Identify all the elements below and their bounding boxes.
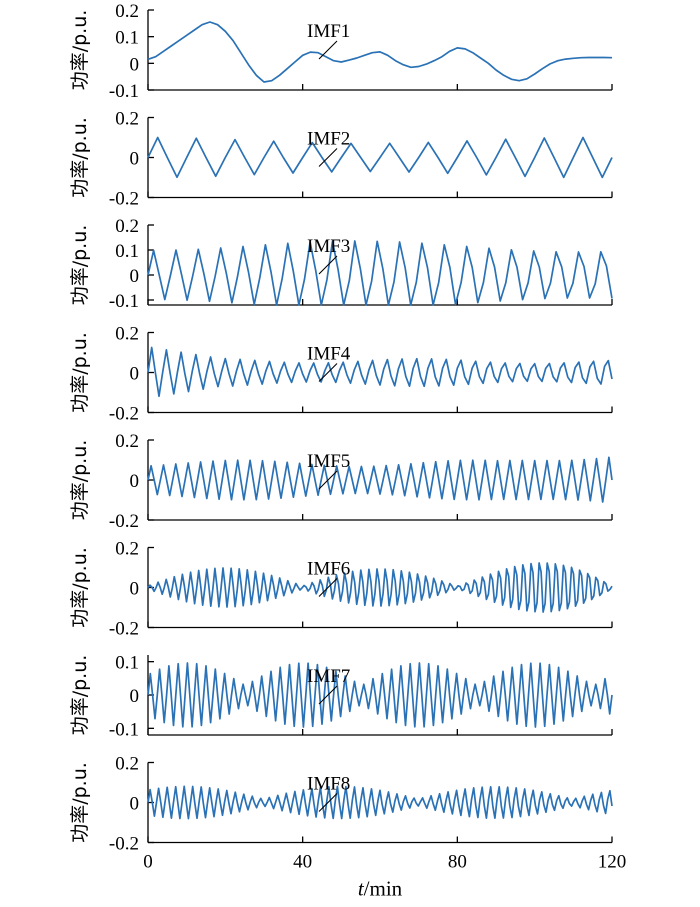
y-axis-label: 功率/p.u. xyxy=(69,225,91,306)
label-pointer-line xyxy=(318,40,338,60)
panel-imf7: 0.1 0 -0.1 功率/p.u. IMF7 xyxy=(69,653,613,740)
x-tick-label: 40 xyxy=(293,852,312,873)
y-tick-label: 0.2 xyxy=(115,431,139,452)
y-tick-label: 0 xyxy=(130,364,140,385)
series-label: IMF4 xyxy=(307,344,351,365)
y-tick-label: 0.1 xyxy=(115,28,139,49)
y-tick-label: 0.2 xyxy=(115,109,139,130)
series-label: IMF1 xyxy=(307,21,350,42)
panel-imf2: 0.2 0 -0.2 功率/p.u. IMF2 xyxy=(69,109,613,210)
panel-imf1: 0.2 0.1 0 -0.1 功率/p.u. IMF1 xyxy=(69,1,613,102)
y-axis-label: 功率/p.u. xyxy=(69,440,91,521)
label-pointer-line xyxy=(318,148,338,167)
x-axis-label-unit: /min xyxy=(364,877,403,901)
series-line-imf1 xyxy=(147,21,613,83)
y-axis-label: 功率/p.u. xyxy=(69,332,91,413)
y-axis-label: 功率/p.u. xyxy=(69,547,91,628)
y-tick-label: 0 xyxy=(130,54,140,75)
panel-imf3: 0.2 0.1 0 -0.1 功率/p.u. IMF3 xyxy=(69,216,613,312)
y-tick-label: -0.2 xyxy=(109,834,139,855)
series-label: IMF8 xyxy=(307,774,350,795)
y-tick-label: 0.2 xyxy=(115,1,139,22)
series-label: IMF7 xyxy=(307,666,350,687)
y-tick-label: -0.2 xyxy=(109,511,139,532)
series-label: IMF2 xyxy=(307,129,350,150)
x-axis-label: t/min xyxy=(358,877,403,901)
panel-imf8: 0.2 0 -0.2 功率/p.u. IMF8 xyxy=(69,754,613,855)
y-axis-label: 功率/p.u. xyxy=(69,117,91,198)
y-tick-label: 0.2 xyxy=(115,539,139,560)
y-tick-label: 0 xyxy=(130,686,140,707)
label-pointer-line xyxy=(318,578,338,597)
x-tick-label: 80 xyxy=(448,852,467,873)
y-axis-label: 功率/p.u. xyxy=(69,655,91,736)
y-tick-label: 0 xyxy=(130,794,140,815)
series-label: IMF5 xyxy=(307,451,350,472)
y-tick-label: 0.2 xyxy=(115,216,139,237)
series-line-imf4 xyxy=(147,346,613,398)
series-line-imf8 xyxy=(147,785,613,820)
label-pointer-line xyxy=(318,470,338,490)
y-tick-label: 0 xyxy=(130,266,140,287)
series-line-imf5 xyxy=(147,456,613,503)
x-tick-label: 0 xyxy=(143,852,153,873)
x-axis-label-variable: t xyxy=(358,877,365,901)
series-line-imf6 xyxy=(147,562,613,613)
label-pointer-line xyxy=(318,363,338,382)
y-tick-label: 0.2 xyxy=(115,754,139,775)
x-tick-label: 120 xyxy=(598,852,627,873)
panel-imf6: 0.2 0 -0.2 功率/p.u. IMF6 xyxy=(69,539,613,640)
y-tick-label: 0.1 xyxy=(115,653,139,674)
y-tick-label: -0.2 xyxy=(109,189,139,210)
series-line-imf2 xyxy=(147,136,613,179)
series-line-imf7 xyxy=(147,662,613,728)
y-tick-label: -0.1 xyxy=(109,719,139,740)
y-tick-label: 0.1 xyxy=(115,241,139,262)
y-axis-label: 功率/p.u. xyxy=(69,762,91,843)
label-pointer-line xyxy=(318,255,338,275)
label-pointer-line xyxy=(318,685,338,705)
y-tick-label: -0.2 xyxy=(109,404,139,425)
y-tick-label: 0 xyxy=(130,149,140,170)
y-tick-label: -0.2 xyxy=(109,619,139,640)
y-tick-label: 0.2 xyxy=(115,324,139,345)
series-line-imf3 xyxy=(147,240,613,306)
panel-imf4: 0.2 0 -0.2 功率/p.u. IMF4 xyxy=(69,324,613,425)
y-tick-label: -0.1 xyxy=(109,291,139,312)
label-pointer-line xyxy=(318,793,338,812)
y-tick-label: 0 xyxy=(130,471,140,492)
series-label: IMF3 xyxy=(307,236,350,257)
y-tick-label: -0.1 xyxy=(109,81,139,102)
series-label: IMF6 xyxy=(307,559,350,580)
y-tick-label: 0 xyxy=(130,579,140,600)
y-axis-label: 功率/p.u. xyxy=(69,10,91,91)
panel-imf5: 0.2 0 -0.2 功率/p.u. IMF5 xyxy=(69,431,613,532)
